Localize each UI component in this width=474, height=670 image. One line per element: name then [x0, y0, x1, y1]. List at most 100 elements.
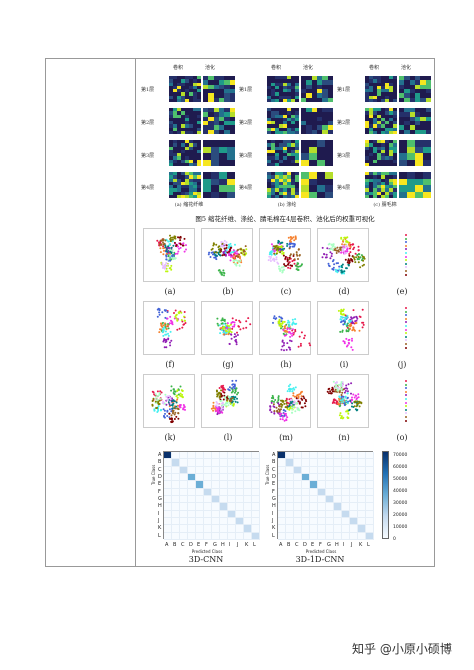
tsne-point — [235, 263, 238, 266]
cm-cell — [310, 459, 318, 467]
cm-cell — [350, 488, 358, 496]
cm-cell — [302, 481, 310, 489]
tsne-point — [156, 406, 159, 409]
tsne-point — [273, 315, 276, 318]
cm-row-tick: B — [158, 459, 162, 466]
cm-cell — [366, 474, 374, 482]
tsne-point — [344, 250, 347, 253]
tsne-point — [226, 399, 228, 402]
tsne-point — [159, 322, 162, 325]
tsne-point — [217, 403, 220, 406]
cm-cell — [318, 510, 326, 518]
tsne-legend — [383, 234, 413, 278]
tsne-point — [280, 245, 283, 248]
tsne-point — [231, 396, 234, 399]
tsne-point — [245, 252, 248, 255]
cm-cell — [204, 532, 212, 540]
tsne-point — [233, 254, 236, 257]
row-label: 第4层 — [239, 185, 253, 191]
tsne-point — [303, 334, 306, 337]
tsne-point — [218, 391, 221, 394]
tsne-point — [224, 388, 227, 391]
cm-cell — [196, 481, 204, 489]
pool-heatmap — [301, 108, 333, 134]
tsne-point — [217, 409, 220, 412]
cm-cell — [204, 518, 212, 526]
figure5-panel-b: 卷积 池化 第1层 第2层 第3层 第4层 (b) 涤纶 — [239, 62, 335, 212]
tsne-point — [238, 264, 241, 267]
tsne-point — [162, 334, 165, 337]
tsne-point — [239, 328, 242, 331]
cm-cell — [212, 488, 220, 496]
tsne-point — [340, 321, 342, 324]
tsne-point — [280, 325, 282, 328]
cm-cell — [334, 503, 342, 511]
tsne-point — [352, 309, 355, 312]
tsne-point — [166, 317, 169, 320]
cm-cell — [212, 481, 220, 489]
cm-row-tick: K — [272, 525, 276, 532]
cm-cell — [278, 452, 286, 460]
row-label: 第2层 — [141, 120, 155, 126]
tsne-point — [353, 396, 356, 399]
tsne-point — [277, 396, 280, 399]
cm-col-tick: K — [245, 542, 249, 548]
tsne-point — [280, 405, 283, 408]
cm-cell — [334, 466, 342, 474]
tsne-point — [301, 263, 303, 266]
cm-cell — [164, 474, 172, 482]
tsne-point — [167, 332, 169, 335]
tsne-point — [235, 319, 238, 322]
tsne-point — [176, 398, 179, 401]
tsne-point — [352, 328, 355, 330]
tsne-scatter — [321, 236, 366, 275]
tsne-point — [338, 399, 341, 402]
tsne-point — [335, 381, 338, 384]
tsne-point — [212, 242, 215, 245]
legend-marker — [405, 343, 407, 345]
cm-cell — [252, 503, 260, 511]
tsne-point — [297, 248, 300, 251]
cm-cell — [212, 503, 220, 511]
tsne-plot — [143, 374, 195, 428]
panel-caption: (b) 涤纶 — [277, 202, 297, 208]
content-cell: 卷积 池化 第1层 第2层 第3层 第4层 (a) 缩花纤维 卷积 池化 第1层… — [137, 60, 433, 565]
tsne-point — [164, 246, 167, 248]
tsne-point — [346, 396, 349, 399]
tsne-point — [329, 251, 332, 254]
tsne-point — [354, 400, 357, 403]
tsne-point — [164, 263, 167, 266]
tsne-point — [285, 414, 288, 417]
cm-cell — [358, 481, 366, 489]
tsne-point — [231, 321, 234, 323]
colorbar-tick: 60000 — [393, 465, 408, 470]
tsne-point — [352, 248, 355, 251]
tsne-point — [278, 412, 281, 415]
legend-marker — [405, 380, 407, 382]
cm-cell — [252, 510, 260, 518]
tsne-panel: (o) — [373, 374, 431, 447]
cm-cell — [236, 488, 244, 496]
tsne-point — [288, 258, 291, 261]
tsne-point — [164, 412, 166, 415]
tsne-point — [158, 393, 161, 396]
tsne-point — [228, 252, 231, 255]
cm-cell — [294, 518, 302, 526]
tsne-point — [216, 395, 219, 398]
tsne-point — [223, 403, 226, 406]
tsne-point — [223, 326, 226, 329]
cm-cell — [358, 496, 366, 504]
tsne-point — [269, 260, 272, 262]
tsne-point — [341, 316, 344, 319]
cm-cell — [188, 496, 196, 504]
cm-cell — [220, 466, 228, 474]
colorbar-tick: 40000 — [393, 489, 408, 494]
tsne-point — [223, 247, 226, 250]
tsne-point — [284, 257, 287, 260]
legend-marker — [405, 398, 407, 400]
tsne-point — [221, 411, 224, 414]
tsne-point — [166, 250, 169, 253]
cm-cell — [172, 459, 180, 467]
tsne-point — [216, 393, 219, 396]
cm-cell — [326, 496, 334, 504]
